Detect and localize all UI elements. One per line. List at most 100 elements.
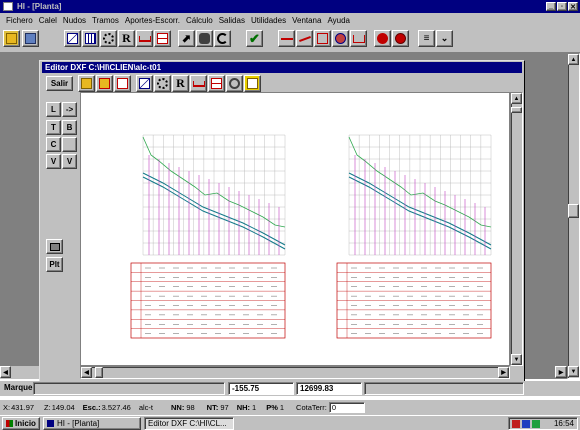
insert-section-button[interactable] xyxy=(314,30,331,47)
plot-button[interactable]: Plt xyxy=(46,257,63,272)
left-tool-b[interactable]: B xyxy=(62,120,77,135)
editor-redraw-button[interactable]: R xyxy=(172,75,189,92)
left-tool-blank[interactable] xyxy=(62,137,77,152)
scroll-down-arrow-icon[interactable]: ▼ xyxy=(568,366,579,377)
pan-button[interactable] xyxy=(100,30,117,47)
cota-input[interactable]: 0 xyxy=(328,402,365,413)
camera-button[interactable] xyxy=(196,30,213,47)
exit-button[interactable]: Salir xyxy=(46,76,73,91)
insert-pipe-button[interactable] xyxy=(296,30,313,47)
stop-icon xyxy=(395,33,406,44)
editor-print-button[interactable] xyxy=(114,75,131,92)
editor-scroll-thumb[interactable] xyxy=(511,107,522,113)
minimize-button[interactable]: _ xyxy=(546,2,556,11)
close-button[interactable]: ✕ xyxy=(568,2,578,11)
folder-icon xyxy=(81,78,92,89)
editor-open-dxf-button[interactable] xyxy=(96,75,113,92)
validate-button[interactable]: ✔ xyxy=(246,30,263,47)
profile-button[interactable] xyxy=(350,30,367,47)
measure-icon xyxy=(192,80,205,87)
workspace-scroll-right-arrow-icon[interactable]: ▶ xyxy=(555,366,567,378)
left-tool-v2[interactable]: V xyxy=(62,154,77,169)
editor-pan-button[interactable] xyxy=(154,75,171,92)
editor-scroll-up-arrow-icon[interactable]: ▲ xyxy=(511,93,522,104)
grid-snap-button[interactable] xyxy=(154,30,171,47)
left-tool-arrow[interactable]: -> xyxy=(62,102,77,117)
scroll-up-arrow-icon[interactable]: ▲ xyxy=(568,54,579,65)
save-button[interactable] xyxy=(22,30,39,47)
editor-dxf-window: Editor DXF C:\HI\CLIEN\alc-t01 Salir R L… xyxy=(39,60,525,382)
task-hi-planta[interactable]: HI - [Planta] xyxy=(43,417,141,430)
editor-grid-button[interactable] xyxy=(208,75,225,92)
redraw-button[interactable]: R xyxy=(118,30,135,47)
editor-zoom-button[interactable] xyxy=(226,75,243,92)
editor-vertical-scrollbar[interactable]: ▲ ▼ xyxy=(510,92,523,366)
pan-icon xyxy=(103,33,114,44)
refresh-button[interactable] xyxy=(214,30,231,47)
tray-icon-network[interactable] xyxy=(512,419,520,428)
left-tool-v1[interactable]: V xyxy=(46,154,61,169)
zoom-window-icon xyxy=(67,33,78,44)
record-button[interactable] xyxy=(374,30,391,47)
view-3d-button[interactable] xyxy=(332,30,349,47)
workspace-vertical-scrollbar[interactable]: ▲ ▼ xyxy=(567,53,580,379)
marquee-label: Marque xyxy=(4,383,33,392)
task-app-icon xyxy=(47,420,54,427)
menu-nudos[interactable]: Nudos xyxy=(62,15,87,25)
insert-node-button[interactable] xyxy=(278,30,295,47)
start-label: Inicio xyxy=(15,419,36,428)
menu-utilidades[interactable]: Utilidades xyxy=(250,15,287,25)
select-tool-button[interactable]: ⬈ xyxy=(178,30,195,47)
scroll-thumb[interactable] xyxy=(568,204,579,218)
left-tool-l[interactable]: L xyxy=(46,102,61,117)
disk-icon xyxy=(25,33,36,44)
editor-hscroll-thumb[interactable] xyxy=(95,367,103,378)
app-title-bar: HI - [Planta] _ ▫ ✕ xyxy=(0,0,580,13)
dxf-drawing-canvas[interactable] xyxy=(80,92,510,366)
editor-measure-button[interactable] xyxy=(190,75,207,92)
open-folder-button[interactable] xyxy=(3,30,20,47)
print-icon-button[interactable] xyxy=(46,239,63,254)
editor-layer-button[interactable] xyxy=(244,75,261,92)
app-icon xyxy=(3,2,13,11)
zoom-window-button[interactable] xyxy=(64,30,81,47)
x-value: 431.97 xyxy=(11,403,35,412)
menu-fichero[interactable]: Fichero xyxy=(6,15,33,25)
editor-horizontal-scrollbar[interactable]: ◀ ▶ xyxy=(80,366,510,379)
nh-label: NH: xyxy=(236,403,251,412)
measure-button[interactable] xyxy=(136,30,153,47)
menu-calel[interactable]: Calel xyxy=(38,15,57,25)
menu-salidas[interactable]: Salidas xyxy=(218,15,245,25)
menu-aportes[interactable]: Aportes-Escorr. xyxy=(124,15,181,25)
tray-icon-volume[interactable] xyxy=(522,419,530,428)
editor-scroll-left-arrow-icon[interactable]: ◀ xyxy=(81,367,92,378)
stop-button[interactable] xyxy=(392,30,409,47)
pan-icon xyxy=(157,78,168,89)
file-label: alc-t xyxy=(138,403,153,412)
menu-ayuda[interactable]: Ayuda xyxy=(327,15,351,25)
menu-ventana[interactable]: Ventana xyxy=(292,15,322,25)
p-value: 1 xyxy=(279,403,285,412)
esc-value: 3.527.46 xyxy=(101,403,131,412)
left-tool-t[interactable]: T xyxy=(46,120,61,135)
tray-icon-monitor[interactable] xyxy=(532,419,540,428)
scroll-left-arrow-icon[interactable]: ◀ xyxy=(0,366,11,378)
editor-scroll-down-arrow-icon[interactable]: ▼ xyxy=(511,354,522,365)
left-tool-c[interactable]: C xyxy=(46,137,61,152)
menu-tramos[interactable]: Tramos xyxy=(92,15,119,25)
zoom-extents-button[interactable] xyxy=(82,30,99,47)
editor-scroll-right-arrow-icon[interactable]: ▶ xyxy=(498,367,509,378)
task-editor-dxf[interactable]: Editor DXF C:\HI\CL... xyxy=(144,417,234,430)
list-button[interactable]: ≡ xyxy=(418,30,435,47)
menu-calculo[interactable]: Cálculo xyxy=(186,15,213,25)
restore-button[interactable]: ▫ xyxy=(557,2,567,11)
start-button[interactable]: Inicio xyxy=(2,417,40,430)
section-icon xyxy=(317,33,328,44)
editor-zoom-window-button[interactable] xyxy=(136,75,153,92)
cycle-icon xyxy=(217,33,228,44)
chevron-button[interactable]: ⌄ xyxy=(436,30,453,47)
clock: 16:54 xyxy=(553,419,574,428)
printer-icon xyxy=(117,78,128,89)
workspace-horizontal-scrollbar[interactable]: ◀ xyxy=(0,366,39,379)
editor-open-button[interactable] xyxy=(78,75,95,92)
